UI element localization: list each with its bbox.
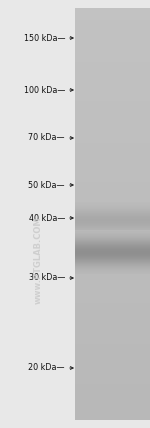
Text: 20 kDa—: 20 kDa— (28, 363, 65, 372)
Text: 30 kDa—: 30 kDa— (29, 273, 65, 282)
Text: 150 kDa—: 150 kDa— (24, 33, 65, 42)
Text: 100 kDa—: 100 kDa— (24, 86, 65, 95)
Text: www.PTGLAB.COM: www.PTGLAB.COM (33, 216, 42, 304)
Text: 40 kDa—: 40 kDa— (29, 214, 65, 223)
Text: 50 kDa—: 50 kDa— (28, 181, 65, 190)
Text: 70 kDa—: 70 kDa— (28, 134, 65, 143)
